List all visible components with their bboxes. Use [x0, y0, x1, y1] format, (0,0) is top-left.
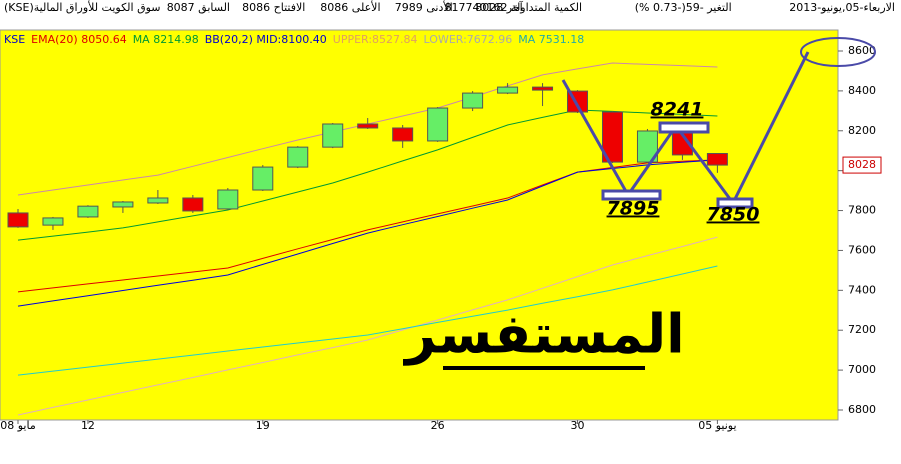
stat: آخر 8028 — [475, 0, 523, 14]
stat: الأعلى 8086 — [320, 0, 380, 14]
x-tick-label: 08 مايو — [0, 419, 36, 432]
candle-body — [112, 201, 134, 208]
y-tick-label: 7200 — [848, 323, 876, 336]
y-tick-label: 7800 — [848, 204, 876, 217]
box — [716, 197, 754, 209]
legend-entry: MA 7531.18 — [518, 33, 584, 46]
indicator-line — [17, 265, 718, 376]
box — [658, 121, 710, 134]
stats: السابق 8087 الافتتاح 8086 الأعلى 8086 الأدن… — [167, 0, 732, 15]
y-tick-label: 8600 — [848, 44, 876, 57]
x-tick-label: 12 — [81, 419, 95, 432]
candle-body — [7, 212, 29, 228]
legend: KSE EMA(20) 8050.64 MA 8214.98 BB(20,2) MID… — [4, 33, 584, 46]
watermark: المستفسر — [402, 303, 684, 366]
legend-entry: KSE — [4, 33, 25, 46]
y-tick-label: 7000 — [848, 363, 876, 376]
y-tick-label: 7600 — [848, 243, 876, 256]
indicator-line — [17, 236, 718, 416]
candle-body — [42, 217, 64, 226]
y-tick-label: 8400 — [848, 84, 876, 97]
stat: السابق 8087 — [167, 1, 230, 15]
y-tick-label: 6800 — [848, 403, 876, 416]
candle-body — [497, 86, 519, 94]
candle-body — [77, 205, 99, 218]
x-tick-label: 30 — [571, 419, 585, 432]
x-tick-label: 19 — [256, 419, 270, 432]
indicator-line — [17, 159, 718, 293]
candle-body — [636, 130, 658, 163]
legend-entry: MA 8214.98 — [133, 33, 199, 46]
candle-body — [601, 111, 623, 163]
x-tick-label: 05 يونيو — [698, 419, 736, 432]
box — [601, 189, 662, 201]
title: سوق الكويت للأوراق المالية(KSE) — [4, 0, 161, 14]
candle-body — [392, 127, 414, 142]
candle-body — [147, 197, 169, 204]
stat: الأدنى 7989 — [395, 0, 453, 14]
candle-body — [706, 153, 728, 166]
candle-body — [217, 189, 239, 210]
candle-body — [357, 123, 379, 129]
legend-entry: EMA(20) 8050.64 — [31, 33, 127, 46]
annotation: 7850 — [707, 204, 760, 226]
indicator-line — [17, 109, 718, 241]
stat: التغير -59(-0.73 %) — [635, 1, 732, 14]
last-price-box — [842, 156, 882, 174]
legend-entry: LOWER:7672.96 — [424, 33, 513, 46]
stat: الافتتاح 8086 — [242, 1, 305, 14]
candle-body — [462, 92, 484, 109]
y-tick-label: 7400 — [848, 283, 876, 296]
legend-entry: BB(20,2) MID:8100.40 — [205, 33, 327, 46]
candle-body — [322, 123, 344, 148]
annotation: 8241 — [651, 99, 704, 121]
date: الاربعاء-05,يونيو-2013 — [789, 1, 895, 14]
indicator-line — [17, 159, 718, 307]
legend-entry: UPPER:8527.84 — [333, 33, 418, 46]
y-tick-label: 8200 — [848, 124, 876, 137]
x-tick-label: 26 — [431, 419, 445, 432]
plot: 6800700072007400760078008000820084008600… — [0, 44, 882, 432]
candle-body — [252, 166, 274, 191]
annotation: 7895 — [607, 198, 660, 220]
stat: الكمية المتداولة 817740162 — [445, 1, 583, 14]
candle-body — [532, 86, 554, 91]
last-price-label: 8028 — [848, 158, 876, 171]
highlight — [800, 37, 876, 67]
candle-body — [427, 107, 449, 142]
candle-body — [287, 146, 309, 168]
candle-body — [182, 197, 204, 212]
